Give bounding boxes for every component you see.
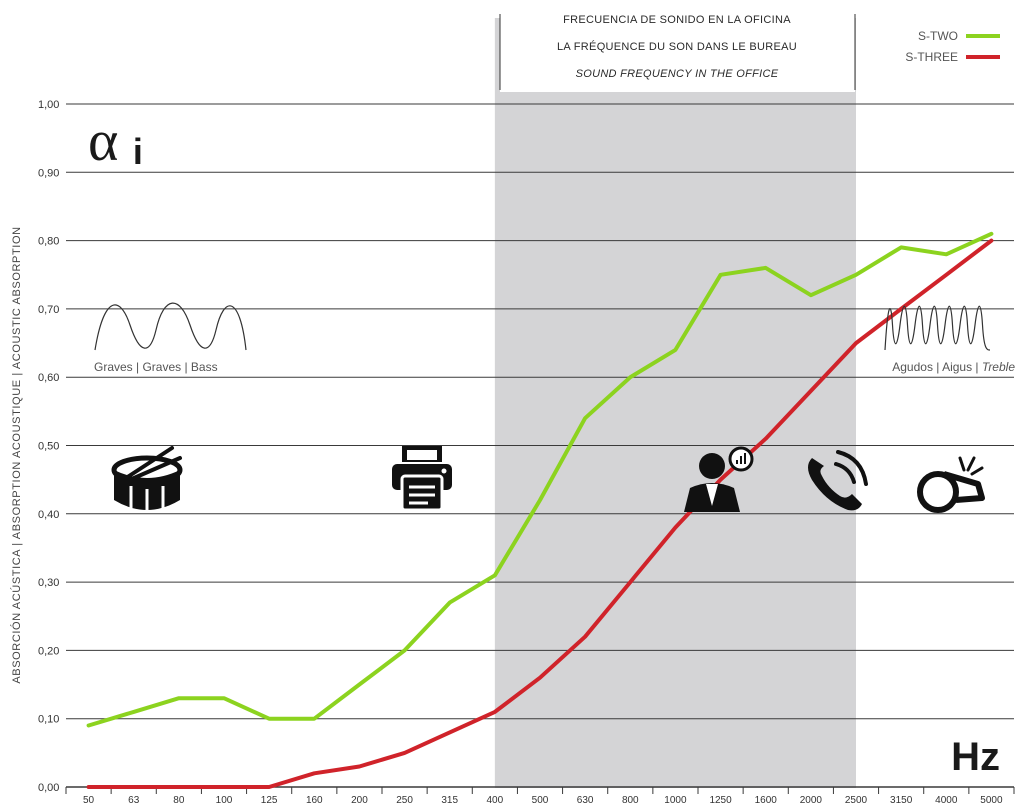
- unit-hz: Hz: [951, 735, 1000, 779]
- y-tick-label: 0,50: [38, 441, 59, 453]
- x-tick-label: 315: [441, 795, 458, 806]
- legend-label-s-two: S-TWO: [918, 29, 958, 43]
- y-tick-label: 0,40: [38, 509, 59, 521]
- x-tick-labels: 50 63 80 100 125 160 200 250 315 400 500 630 800 1000…: [65, 787, 1015, 806]
- x-tick-label: 1000: [664, 795, 687, 806]
- x-tick-label: 5000: [980, 795, 1003, 806]
- x-tick-label: 160: [306, 795, 323, 806]
- y-tick-label: 0,20: [38, 645, 59, 657]
- x-tick-label: 400: [487, 795, 504, 806]
- y-tick-label: 0,70: [38, 304, 59, 316]
- treble-label-es-fr: Agudos | Aigus |: [892, 360, 982, 374]
- office-frequency-band: [494, 18, 856, 788]
- x-tick-label: 500: [532, 795, 549, 806]
- series-line-s-three: [86, 238, 994, 789]
- x-tick-label: 125: [261, 795, 278, 806]
- treble-label: Agudos | Aigus | Treble: [892, 360, 1015, 374]
- x-tick-label: 50: [83, 795, 95, 806]
- x-tick-label: 80: [173, 795, 185, 806]
- x-tick-label: 250: [396, 795, 413, 806]
- header-band-mask: [500, 0, 855, 92]
- header-title-fr: LA FRÉQUENCE DU SON DANS LE BUREAU: [557, 40, 797, 53]
- y-tick-label: 0,10: [38, 714, 59, 726]
- treble-label-en: Treble: [982, 360, 1015, 374]
- x-tick-label: 1250: [709, 795, 732, 806]
- phone-icon: [808, 450, 868, 511]
- speaking-person-icon: [684, 446, 754, 512]
- series-line-s-two: [86, 231, 994, 728]
- bass-label: Graves | Graves | Bass: [94, 360, 218, 374]
- alpha-subscript: i: [133, 131, 143, 172]
- x-tick-label: 100: [216, 795, 233, 806]
- header-title-es: FRECUENCIA DE SONIDO EN LA OFICINA: [563, 14, 791, 26]
- y-tick-labels: 0,00 0,10 0,20 0,30 0,40 0,50 0,60 0,70 0,80 0,90…: [38, 99, 59, 794]
- y-tick-label: 0,00: [38, 782, 59, 794]
- printer-icon: [392, 446, 452, 512]
- x-tick-label: 630: [577, 795, 594, 806]
- y-tick-label: 0,90: [38, 167, 59, 179]
- y-tick-label: 0,80: [38, 236, 59, 248]
- y-tick-label: 0,60: [38, 372, 59, 384]
- y-tick-label: 1,00: [38, 99, 59, 111]
- x-tick-label: 63: [128, 795, 140, 806]
- x-tick-label: 3150: [890, 795, 913, 806]
- x-tick-label: 800: [622, 795, 639, 806]
- y-tick-label: 0,30: [38, 577, 59, 589]
- alpha-symbol: α i: [88, 108, 143, 173]
- drum-icon: [111, 446, 183, 512]
- x-tick-label: 2500: [845, 795, 868, 806]
- treble-wave-icon: [884, 305, 991, 351]
- legend-label-s-three: S-THREE: [905, 50, 958, 64]
- x-tick-label: 2000: [800, 795, 823, 806]
- whistle-icon: [917, 456, 985, 513]
- y-axis-label: ABSORCIÓN ACÚSTICA | ABSORPTION ACOUSTIQ…: [10, 226, 23, 683]
- x-tick-label: 200: [351, 795, 368, 806]
- bass-wave-icon: [94, 302, 247, 351]
- series-lines: [86, 231, 994, 789]
- x-tick-label: 1600: [755, 795, 778, 806]
- alpha-letter: α: [88, 108, 118, 173]
- x-tick-label: 4000: [935, 795, 958, 806]
- header-title-en: SOUND FREQUENCY IN THE OFFICE: [576, 68, 779, 80]
